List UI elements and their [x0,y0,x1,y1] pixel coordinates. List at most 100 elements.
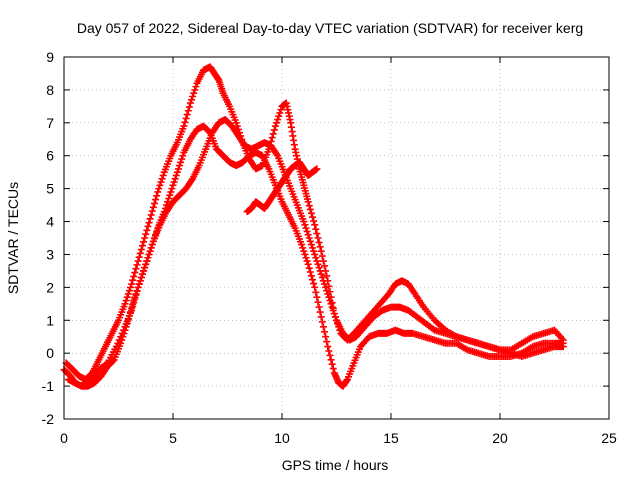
data-point [124,316,132,324]
data-point [275,112,283,120]
data-point [149,203,157,211]
data-point [138,270,146,278]
data-point [302,224,310,232]
data-point [316,308,324,316]
data-point [137,246,145,254]
data-point [314,234,322,242]
data-point [273,119,281,127]
data-point [121,326,129,334]
data-point [140,267,148,275]
data-point [137,273,145,281]
data-point [313,293,321,301]
data-point [307,209,315,217]
y-tick-label: 9 [46,49,54,65]
data-point [141,264,149,272]
data-point [318,252,326,260]
data-point [129,300,137,308]
data-point [136,249,144,257]
data-point [269,130,277,138]
data-point [153,192,161,200]
x-axis-ticks: 0 5 10 15 20 25 [60,57,617,446]
data-point [325,347,333,355]
data-point [166,191,174,199]
data-point [147,211,155,219]
data-point [312,225,320,233]
data-point [124,290,132,298]
data-point [327,300,335,308]
data-point [183,111,191,119]
data-point [270,126,278,134]
data-point [301,221,309,229]
data-point [324,343,332,351]
y-tick-label: 2 [46,279,54,295]
data-point [321,280,329,288]
series-track-2 [62,63,567,384]
data-point [146,215,154,223]
data-point [329,306,337,314]
data-point [147,244,155,252]
data-point [309,276,317,284]
x-tick-label: 10 [274,430,290,446]
data-point [184,107,192,115]
data-point [123,320,131,328]
data-point [330,310,338,318]
data-point [328,303,336,311]
data-point [331,313,339,321]
data-point [186,99,194,107]
data-point [191,86,199,94]
data-point [148,207,156,215]
data-point [307,241,315,249]
data-point [171,175,179,183]
data-point [305,264,313,272]
data-point [132,290,140,298]
data-point [313,165,321,173]
data-point [145,219,153,227]
data-point [144,222,152,230]
data-point [323,338,331,346]
data-point [155,185,163,193]
data-point [157,178,165,186]
data-point [159,171,167,179]
y-tick-label: 4 [46,214,54,230]
data-point [128,280,136,288]
data-point [304,260,312,268]
data-point [312,288,320,296]
data-point [304,231,312,239]
data-point [154,188,162,196]
data-point [325,293,333,301]
data-point [298,241,306,249]
data-point [306,237,314,245]
chart-title: Day 057 of 2022, Sidereal Day-to-day VTE… [77,20,583,36]
x-tick-label: 25 [601,430,617,446]
data-point [322,283,330,291]
data-point [311,283,319,291]
data-point [311,250,319,258]
data-point [144,254,152,262]
data-point [126,283,134,291]
data-point [134,257,142,265]
x-axis-label: GPS time / hours [282,457,389,473]
data-point [169,181,177,189]
data-point [315,303,323,311]
data-point [317,270,325,278]
x-tick-label: 15 [383,430,399,446]
data-point [129,276,137,284]
data-point [328,360,336,368]
data-point [140,238,148,246]
data-point [176,162,184,170]
series-track-3 [64,116,567,390]
y-tick-label: 5 [46,181,54,197]
data-point [304,198,312,206]
data-point [152,196,160,204]
data-point [319,257,327,265]
data-point [326,351,334,359]
data-point [317,247,325,255]
data-point [142,230,150,238]
data-point [306,205,314,213]
data-point [313,230,321,238]
data-point [276,109,284,117]
data-point [271,122,279,130]
y-tick-label: -2 [42,411,55,427]
data-point [302,254,310,262]
data-point [311,221,319,229]
